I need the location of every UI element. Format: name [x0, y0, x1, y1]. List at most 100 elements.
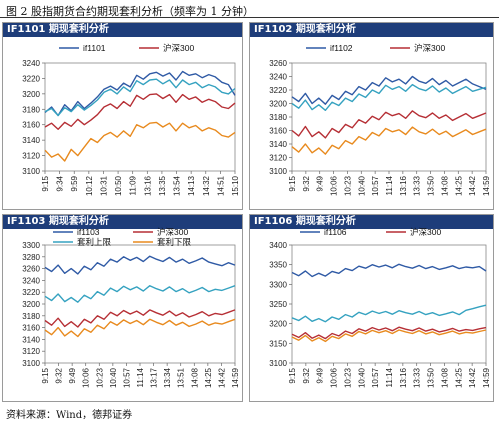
legend-label: if1106: [324, 227, 347, 237]
title-rule: [0, 17, 499, 18]
x-tick-label: 14:25: [204, 367, 213, 388]
y-tick-label: 3120: [22, 347, 40, 356]
x-tick-label: 13:16: [399, 367, 408, 388]
y-tick-label: 3180: [269, 113, 287, 122]
series-line-teal-line: [292, 305, 486, 322]
x-tick-label: 14:32: [202, 175, 211, 196]
series-line-teal-line: [292, 85, 486, 111]
panel-if1102: IF1102 期现套利分析 3100 3120 3140 3160 3180 3200 32…: [249, 22, 494, 210]
chart-if1103: 3100 3120 3140 3160 3180 3200 3220 3240 3260 3280…: [3, 215, 242, 401]
x-tick-label: 11:14: [136, 367, 145, 387]
y-tick-label: 3180: [22, 105, 40, 114]
y-tick-label: 3240: [269, 73, 287, 82]
series-line-orange-line: [292, 127, 486, 154]
x-tick-label: 10:12: [85, 175, 94, 196]
y-tick-label: 3260: [269, 59, 287, 68]
y-tick-label: 3240: [22, 59, 40, 68]
x-tick-label: 9:49: [316, 175, 325, 191]
y-tick-label: 3100: [22, 359, 40, 368]
x-tick-label: 10:57: [122, 367, 131, 388]
x-tick-label: 13:35: [158, 175, 167, 196]
x-tick-label: 14:13: [187, 175, 196, 196]
x-tick-label: 10:31: [99, 175, 108, 196]
series-line-套利上限: [45, 286, 235, 303]
x-tick-label: 13:16: [143, 175, 152, 196]
x-tick-label: 10:40: [357, 367, 366, 388]
y-tick-label: 3400: [269, 241, 287, 250]
x-tick-label: 14:42: [468, 367, 477, 388]
y-tick-label: 3120: [269, 154, 287, 163]
series-line-if1106: [292, 264, 486, 276]
y-tick-label: 3160: [269, 127, 287, 136]
x-tick-label: 9:15: [288, 175, 297, 191]
x-tick-label: 9:32: [55, 367, 64, 383]
y-tick-label: 3100: [269, 359, 287, 368]
x-tick-label: 13:33: [413, 175, 422, 196]
x-tick-label: 10:06: [330, 367, 339, 388]
source-note: 资料来源：Wind，德邦证券: [6, 406, 132, 421]
y-tick-label: 3350: [269, 261, 287, 270]
legend-label: if1103: [77, 227, 100, 237]
x-tick-label: 13:54: [173, 175, 182, 196]
x-tick-label: 10:57: [371, 367, 380, 388]
x-tick-label: 10:50: [114, 175, 123, 196]
x-tick-label: 9:32: [302, 367, 311, 383]
y-tick-label: 3100: [269, 167, 287, 176]
x-tick-label: 13:51: [177, 367, 186, 388]
x-tick-label: 11:14: [385, 175, 394, 195]
x-tick-label: 9:32: [302, 175, 311, 191]
y-tick-label: 3220: [22, 288, 40, 297]
plot-area: [45, 63, 235, 171]
legend-label: 套利下限: [157, 237, 192, 247]
y-tick-label: 3160: [22, 121, 40, 130]
series-line-套利下限: [45, 319, 235, 336]
x-tick-label: 14:08: [190, 367, 199, 388]
y-tick-label: 3120: [22, 152, 40, 161]
x-tick-label: 10:40: [109, 367, 118, 388]
x-tick-label: 11:09: [129, 175, 138, 195]
x-tick-label: 9:49: [68, 367, 77, 383]
y-tick-label: 3220: [22, 74, 40, 83]
x-tick-label: 10:06: [330, 175, 339, 196]
legend-label: 沪深300: [163, 43, 194, 53]
x-tick-label: 10:23: [343, 175, 352, 196]
x-tick-label: 14:51: [216, 175, 225, 196]
x-tick-label: 14:42: [468, 175, 477, 196]
x-tick-label: 10:40: [357, 175, 366, 196]
y-tick-label: 3260: [22, 265, 40, 274]
chart-if1106: 3100 3150 3200 3250 3300 3350 3400 9:15 9:32 9:49…: [250, 215, 493, 401]
y-tick-label: 3100: [22, 167, 40, 176]
legend-label: 沪深300: [410, 227, 441, 237]
series-line-if1103: [45, 256, 235, 274]
x-tick-label: 13:16: [399, 175, 408, 196]
x-tick-label: 13:50: [427, 367, 436, 388]
y-tick-label: 3220: [269, 86, 287, 95]
x-tick-label: 14:25: [454, 175, 463, 196]
x-tick-label: 9:15: [41, 367, 50, 383]
series-line-沪深300: [45, 94, 235, 129]
y-tick-label: 3180: [22, 312, 40, 321]
x-tick-label: 14:59: [231, 367, 240, 388]
panel-if1101: IF1101 期现套利分析 3100 3120 3140 3160 3180 3200 32…: [2, 22, 243, 210]
x-tick-label: 10:23: [95, 367, 104, 388]
y-tick-label: 3300: [269, 280, 287, 289]
legend-label: 沪深300: [157, 227, 188, 237]
x-tick-label: 14:25: [454, 367, 463, 388]
y-tick-label: 3140: [22, 335, 40, 344]
series-line-orange-line: [45, 122, 235, 161]
y-tick-label: 3140: [269, 140, 287, 149]
plot-area: [45, 245, 235, 363]
y-tick-label: 3200: [269, 100, 287, 109]
y-tick-label: 3200: [269, 320, 287, 329]
x-tick-label: 10:23: [343, 367, 352, 388]
chart-if1101: 3100 3120 3140 3160 3180 3200 3220 3240 9:15 9:34…: [3, 23, 242, 209]
x-tick-label: 14:08: [440, 367, 449, 388]
x-tick-label: 13:34: [163, 367, 172, 388]
y-tick-label: 3200: [22, 300, 40, 309]
x-tick-label: 11:14: [385, 367, 394, 387]
x-tick-label: 9:34: [56, 175, 65, 191]
y-tick-label: 3150: [269, 339, 287, 348]
y-tick-label: 3280: [22, 253, 40, 262]
x-tick-label: 13:17: [150, 367, 159, 388]
chart-if1102: 3100 3120 3140 3160 3180 3200 3220 3240 3260 9:15…: [250, 23, 493, 209]
